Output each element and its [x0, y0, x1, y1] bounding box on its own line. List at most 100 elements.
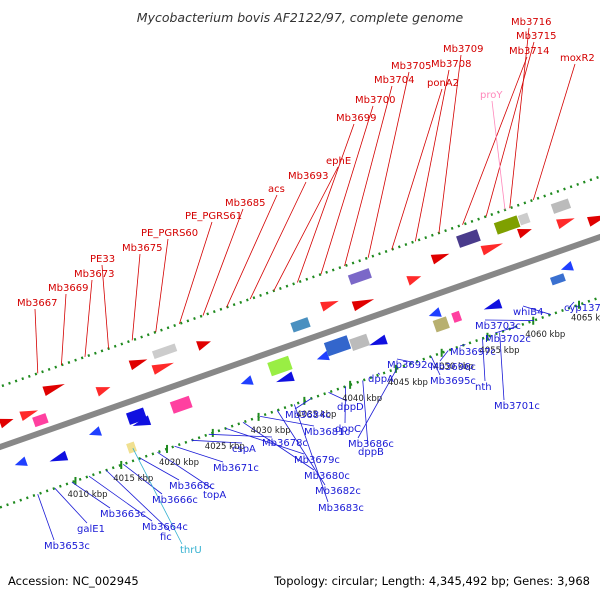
gene-box	[349, 333, 371, 351]
gene-arrow	[428, 307, 442, 317]
gene-leader-line	[88, 475, 153, 522]
gene-label-forward: Mb3708	[431, 59, 471, 70]
gene-leader-line	[37, 494, 55, 541]
gene-arrow	[516, 228, 532, 239]
gene-leader-line	[131, 253, 141, 341]
gene-leader-line	[522, 305, 552, 315]
gene-leader-line	[328, 392, 348, 402]
gene-label-reverse: Mb3701c	[494, 401, 540, 412]
gene-leader-line	[60, 293, 67, 366]
gene-leader-line	[225, 427, 305, 455]
gene-leader-line	[377, 372, 381, 375]
gene-box	[290, 317, 311, 333]
backbone	[0, 233, 600, 451]
gene-leader-line	[174, 445, 224, 463]
gene-label-reverse: cspA	[232, 444, 256, 455]
gene-label-reverse: fic	[160, 532, 172, 543]
gene-label-forward: Mb3685	[225, 198, 265, 209]
gene-leader-line	[491, 100, 506, 210]
gene-label-forward: Mb3700	[355, 95, 395, 106]
gene-leader-line	[391, 88, 443, 250]
gene-label-reverse: Mb3653c	[44, 541, 90, 552]
gene-label-forward: Mb3705	[391, 61, 431, 72]
gene-label-reverse: Mb3692c	[387, 360, 433, 371]
gene-leader-line	[293, 404, 329, 503]
gene-leader-line	[101, 264, 109, 349]
gene-label-pseudo: proY	[480, 90, 503, 101]
gene-leader-line	[439, 350, 449, 362]
gene-box	[151, 343, 178, 359]
gene-arrow	[95, 387, 111, 397]
gene-leader-line	[367, 71, 410, 258]
gene-leader-line	[140, 457, 180, 481]
gene-box	[456, 229, 481, 248]
gene-label-forward: Mb3704	[374, 75, 414, 86]
gene-leader-line	[260, 415, 315, 427]
gene-box	[550, 198, 572, 214]
gene-arrow	[406, 276, 422, 286]
kbp-tick-label: 4045 kbp	[388, 378, 428, 388]
gene-leader-line	[344, 85, 393, 267]
gene-label-reverse: whiB4	[513, 307, 544, 318]
gene-leader-line	[178, 221, 213, 324]
gene-label-reverse: Mb3695c	[430, 376, 476, 387]
gene-arrow	[351, 299, 375, 312]
gene-arrow	[276, 371, 295, 383]
gene-leader-line	[414, 69, 450, 242]
gene-label-forward: PE33	[90, 254, 115, 265]
gene-arrow	[369, 334, 388, 346]
gene-label-forward: ephE	[326, 156, 351, 167]
gene-label-reverse: dppA	[368, 374, 394, 385]
gene-box	[126, 441, 138, 454]
gene-label-forward: Mb3716	[511, 17, 551, 28]
gene-box	[267, 355, 293, 377]
kbp-tick-label: 4020 kbp	[159, 458, 199, 468]
gene-label-reverse: dppB	[358, 447, 384, 458]
gene-leader-line	[430, 356, 441, 376]
kbp-tick-label: 4050 kbp	[434, 362, 474, 372]
gene-arrow	[240, 375, 254, 385]
gene-leader-line	[191, 439, 243, 444]
gene-arrow	[42, 384, 65, 397]
gene-label-forward: Mb3709	[443, 44, 483, 55]
gene-leader-line	[202, 208, 244, 316]
gene-leader-line	[208, 433, 273, 438]
gene-leader-line	[276, 410, 326, 486]
gene-arrow	[587, 215, 600, 227]
gene-leader-line	[34, 308, 39, 374]
gene-label-reverse: Mb3680c	[304, 471, 350, 482]
gene-leader-line	[294, 398, 312, 410]
gene-arrow	[480, 243, 503, 256]
gene-label-reverse: Mb3668c	[169, 481, 215, 492]
gene-label-forward: Mb3714	[509, 46, 549, 57]
gene-label-reverse: Mb3682c	[315, 486, 361, 497]
gene-label-reverse: Mb3696c	[430, 362, 476, 373]
feature-band	[0, 27, 600, 545]
gene-label-forward: Mb3675	[122, 243, 162, 254]
gene-arrow	[430, 253, 450, 265]
kbp-tick-label: 4030 kbp	[251, 426, 291, 436]
kbp-tick-label: 4035 kbp	[296, 410, 336, 420]
gene-leader-line	[226, 194, 278, 308]
kbp-tick-label: 4025 kbp	[205, 442, 245, 452]
gene-label-reverse: Mb3703c	[475, 321, 521, 332]
gene-leader-line	[155, 238, 169, 333]
gene-leader-line	[320, 105, 374, 275]
kbp-tick-label: 4015 kbp	[113, 474, 153, 484]
gene-leader-line	[344, 386, 347, 424]
gene-label-reverse: Mb3686c	[348, 439, 394, 450]
kbp-tick-label: 4040 kbp	[342, 394, 382, 404]
gene-leader-line	[462, 56, 528, 225]
gene-leader-line	[357, 368, 398, 439]
gene-leader-line	[249, 181, 307, 300]
gene-label-forward: Mb3693	[288, 171, 328, 182]
gene-box	[347, 268, 372, 285]
gene-label-reverse: Mb3666c	[152, 495, 198, 506]
gene-box	[451, 310, 463, 323]
kbp-tick-label: 4055 kbp	[479, 346, 519, 356]
gene-arrow	[151, 362, 174, 375]
gene-leader-line	[296, 123, 355, 283]
gene-leader-line	[532, 63, 576, 201]
